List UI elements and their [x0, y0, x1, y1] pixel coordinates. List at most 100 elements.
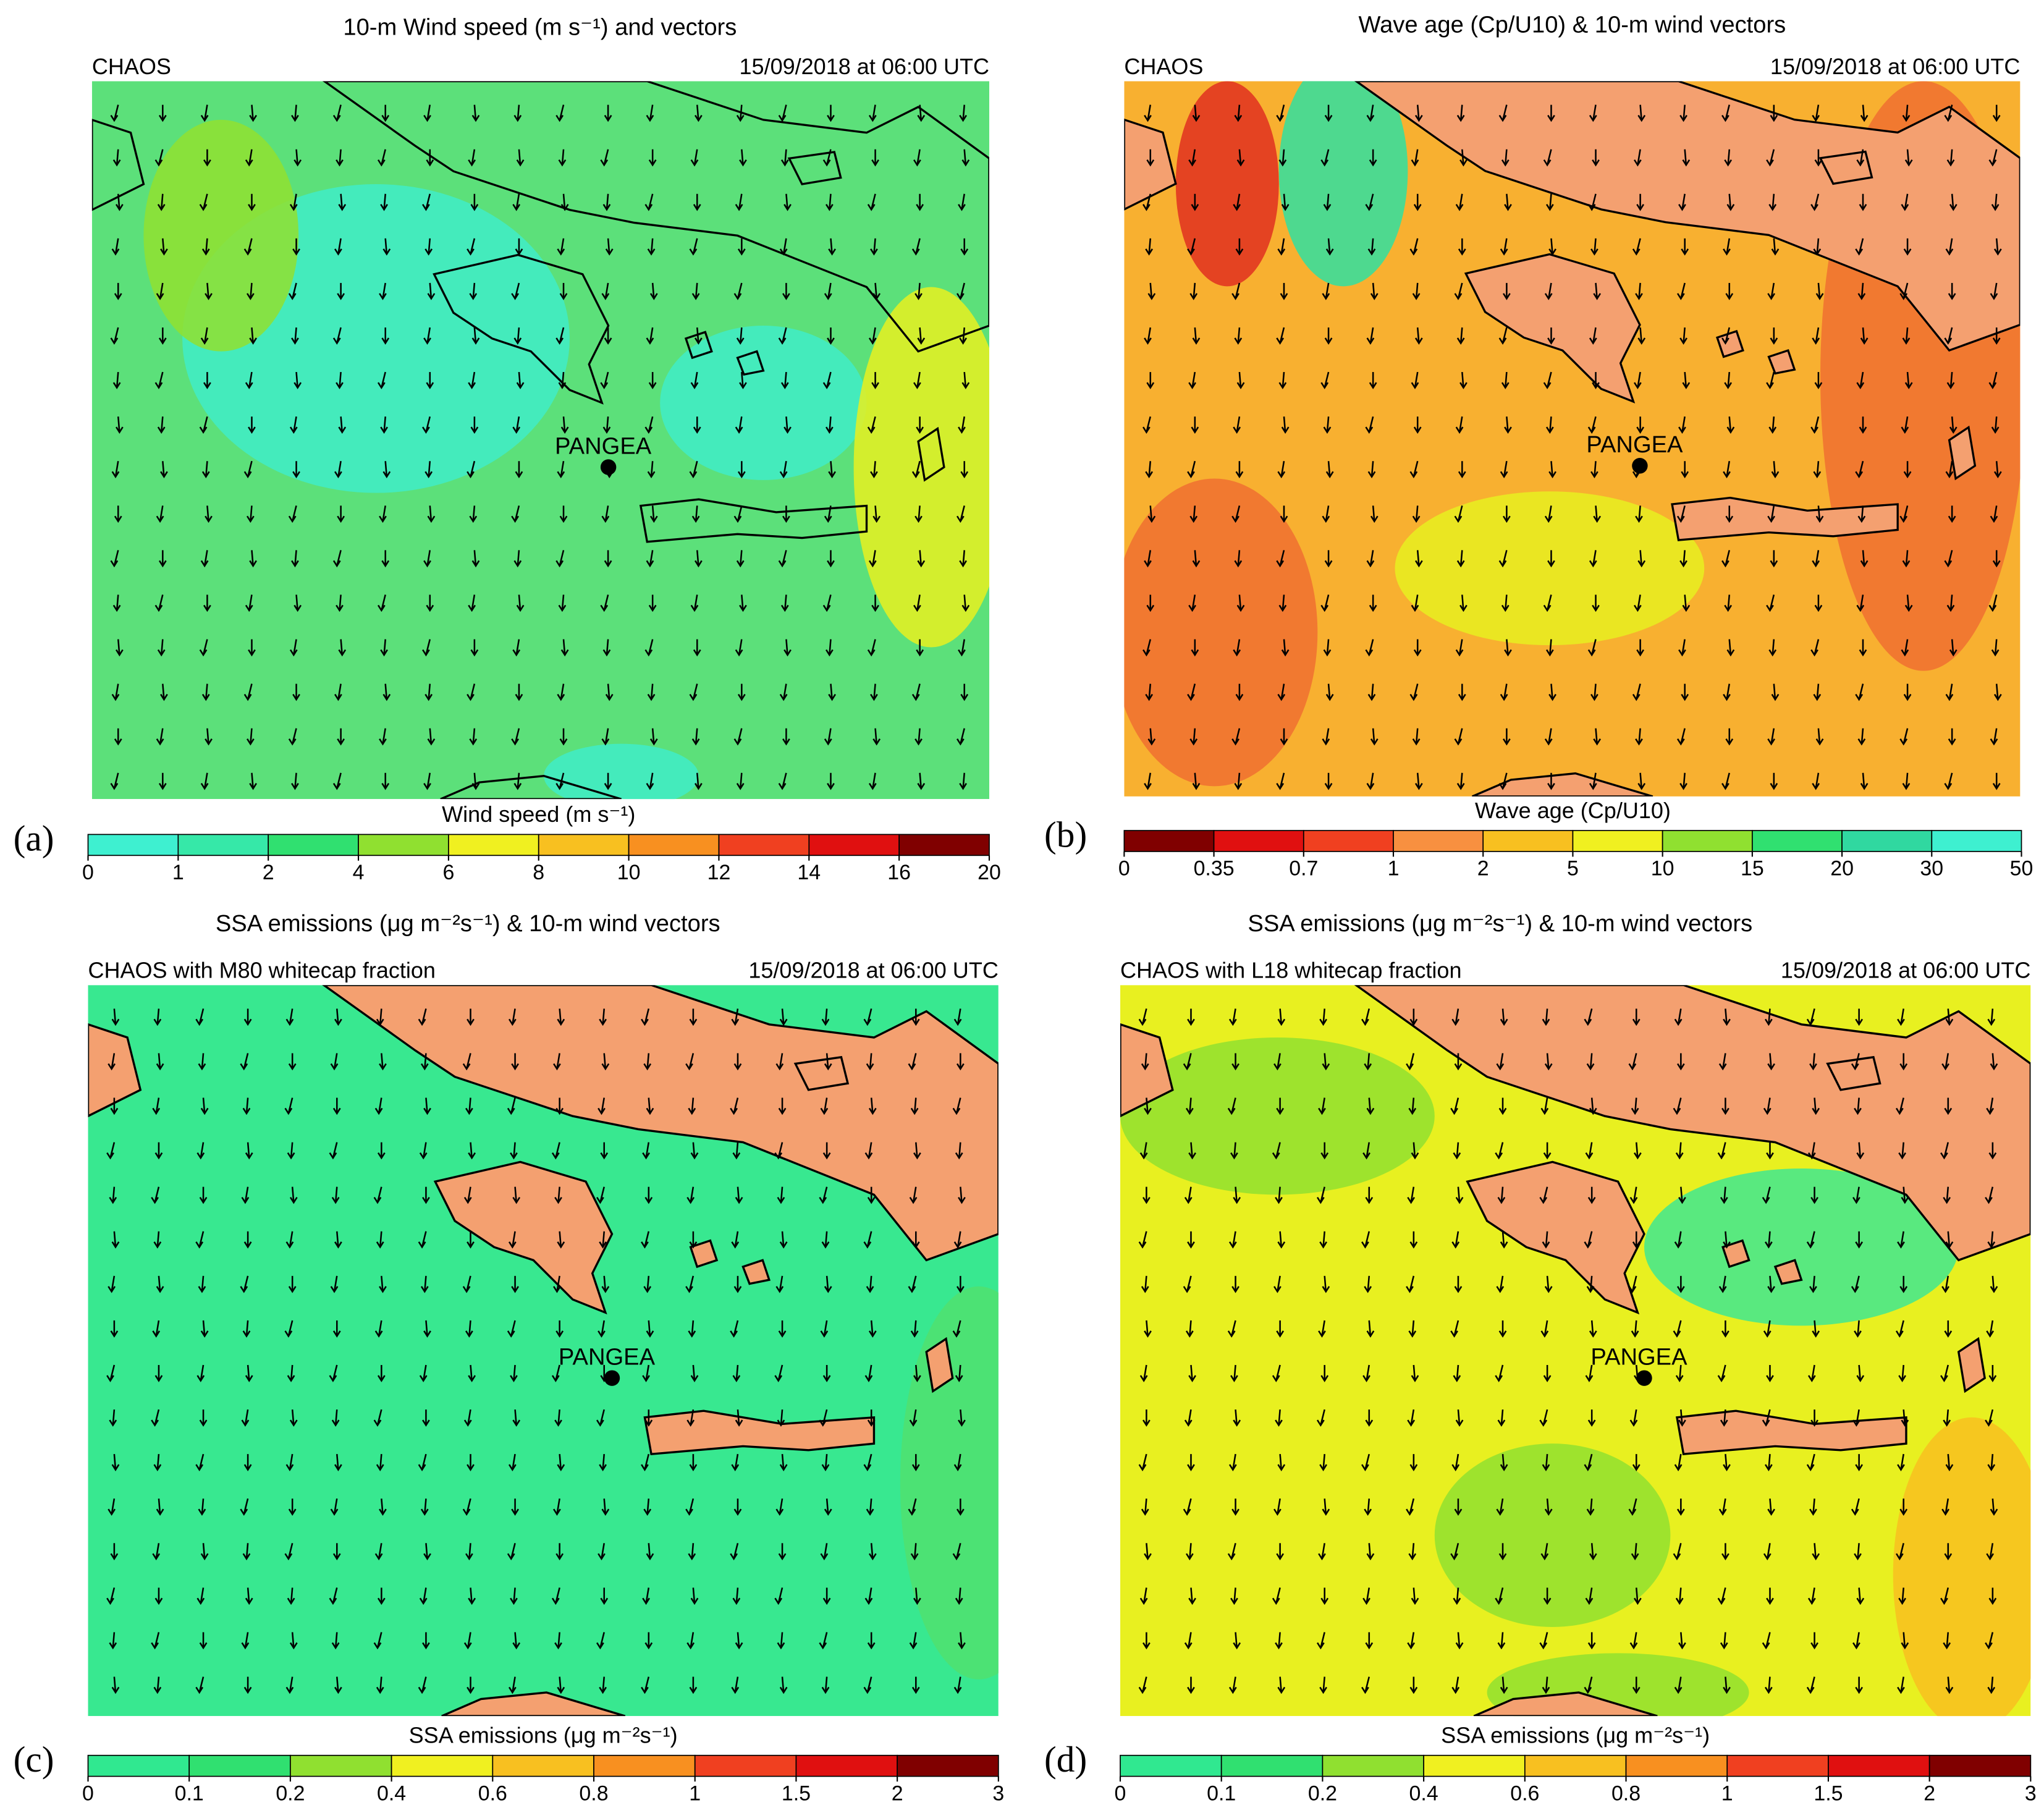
wind-vector	[827, 505, 832, 522]
wind-arrowhead	[601, 1286, 610, 1293]
wind-arrowhead	[1414, 560, 1423, 568]
colorbar-tick-label: 0.4	[377, 1781, 406, 1805]
wind-arrowhead	[1682, 159, 1691, 167]
wind-arrowhead	[1948, 515, 1956, 523]
wind-vector	[1588, 1587, 1593, 1604]
wind-vector	[109, 1364, 116, 1381]
wind-vector	[688, 1498, 695, 1515]
wind-arrowhead	[331, 1419, 340, 1427]
wind-arrowhead	[778, 783, 787, 790]
wind-arrowhead	[1945, 471, 1954, 479]
wind-vector	[648, 639, 654, 656]
field-patch	[1893, 1417, 2031, 1717]
wind-arrowhead	[1455, 1642, 1464, 1650]
wind-arrowhead	[1144, 337, 1152, 345]
wind-arrowhead	[420, 1286, 429, 1293]
wind-arrowhead	[733, 1508, 742, 1516]
wind-arrowhead	[379, 1286, 387, 1293]
wind-vector	[1233, 1587, 1236, 1604]
wind-vector	[1991, 371, 1998, 388]
wind-vector	[1988, 1632, 1994, 1649]
wind-arrowhead	[780, 159, 789, 167]
wind-arrowhead	[1990, 1063, 1998, 1071]
model-label: CHAOS	[92, 54, 171, 79]
wind-vector	[734, 1453, 739, 1470]
wind-vector	[1590, 1097, 1594, 1114]
wind-vector	[1680, 728, 1686, 745]
wind-vector	[248, 149, 253, 166]
wind-arrowhead	[1455, 649, 1464, 657]
wind-arrowhead	[427, 515, 436, 523]
wind-vector	[690, 1632, 695, 1649]
wind-vector	[1595, 728, 1598, 745]
wind-arrowhead	[691, 738, 700, 746]
wind-vector	[738, 416, 743, 433]
wind-arrowhead	[596, 1419, 604, 1427]
wind-vector	[1550, 238, 1553, 255]
wind-arrowhead	[1542, 1464, 1550, 1471]
wind-vector	[1989, 1097, 1994, 1114]
wind-arrowhead	[1235, 693, 1244, 701]
wind-arrowhead	[1413, 426, 1422, 434]
colorbar-tick-label: 2	[263, 861, 274, 884]
wind-vector	[162, 461, 165, 477]
panel-title: Wave age (Cp/U10) & 10-m wind vectors	[1359, 11, 1786, 38]
wind-vector	[155, 1320, 160, 1337]
wind-vector	[470, 1142, 473, 1159]
wind-arrowhead	[1324, 337, 1333, 345]
wind-arrowhead	[1454, 1063, 1463, 1071]
wind-vector	[1859, 371, 1864, 388]
wind-vector	[1191, 149, 1196, 166]
wind-arrowhead	[910, 1330, 919, 1338]
wind-vector	[295, 149, 298, 166]
wind-vector	[293, 416, 297, 433]
wind-vector	[650, 683, 654, 700]
wind-vector	[289, 1676, 294, 1693]
wind-vector	[1501, 1676, 1505, 1693]
wind-arrowhead	[1851, 1286, 1859, 1293]
wind-vector	[1324, 1053, 1327, 1069]
wind-arrowhead	[644, 1196, 653, 1204]
wind-vector	[518, 371, 522, 388]
wind-arrowhead	[959, 337, 967, 345]
wind-arrowhead	[1231, 1508, 1239, 1516]
wind-vector	[1634, 1543, 1637, 1559]
wind-arrowhead	[1544, 1508, 1553, 1516]
wind-vector	[824, 1676, 828, 1693]
wind-vector	[1410, 1632, 1415, 1649]
wind-vector	[245, 1543, 249, 1559]
wind-arrowhead	[778, 114, 787, 122]
wind-arrowhead	[1636, 426, 1644, 434]
wind-arrowhead	[1632, 1018, 1641, 1026]
wind-vector	[1635, 1587, 1639, 1604]
wind-vector	[1546, 1053, 1550, 1069]
wind-arrowhead	[108, 1063, 116, 1071]
wind-arrowhead	[112, 382, 121, 389]
colorbar-segment	[492, 1754, 594, 1777]
wind-arrowhead	[289, 649, 298, 657]
wind-vector	[290, 1587, 294, 1604]
wind-vector	[471, 594, 476, 611]
wind-arrowhead	[1370, 515, 1379, 523]
wind-vector	[1951, 193, 1954, 210]
wind-arrowhead	[690, 604, 699, 612]
date-label: 15/09/2018 at 06:00 UTC	[1770, 54, 2020, 79]
wind-arrowhead	[867, 1419, 876, 1427]
wind-arrowhead	[337, 515, 345, 523]
wind-arrowhead	[1636, 204, 1644, 211]
wind-arrowhead	[115, 649, 124, 657]
wind-vector	[1677, 1453, 1682, 1470]
wind-vector	[243, 1275, 249, 1292]
wind-arrowhead	[1589, 560, 1597, 568]
wind-arrowhead	[730, 1107, 738, 1115]
wind-arrowhead	[294, 159, 302, 167]
wind-vector	[1457, 505, 1463, 522]
wind-arrowhead	[1276, 783, 1285, 790]
wind-arrowhead	[870, 471, 878, 479]
wind-arrowhead	[154, 1375, 163, 1382]
wind-arrowhead	[1766, 1375, 1774, 1382]
wind-vector	[376, 1186, 382, 1203]
wind-arrowhead	[1361, 1241, 1369, 1249]
wind-vector	[560, 461, 565, 477]
wind-vector	[1193, 505, 1196, 522]
